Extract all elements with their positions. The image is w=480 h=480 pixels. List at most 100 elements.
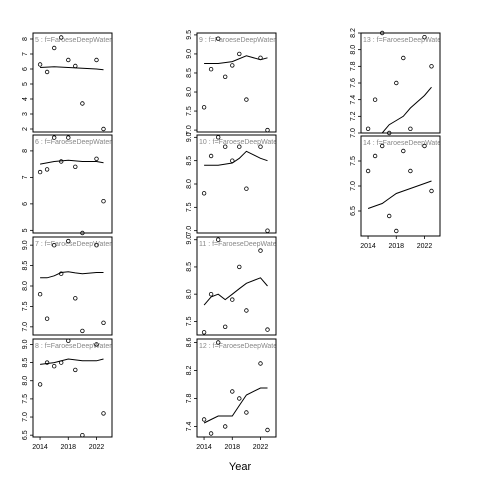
- data-point: [208, 292, 214, 297]
- panel-frame: [32, 338, 113, 438]
- data-point: [37, 292, 43, 297]
- data-point: [422, 35, 427, 40]
- data-point: [230, 158, 235, 163]
- data-point: [73, 367, 78, 373]
- data-point: [401, 148, 406, 154]
- y-tick-label: 8.2: [350, 28, 357, 38]
- data-point: [80, 433, 85, 438]
- data-point: [101, 320, 106, 325]
- data-point: [101, 126, 106, 132]
- data-point: [258, 55, 263, 60]
- data-point: [244, 410, 249, 415]
- x-tick-label: 2014: [196, 444, 212, 451]
- y-tick-label: 7.5: [350, 156, 357, 166]
- panel-frame: [360, 135, 441, 237]
- y-tick-label: 9.0: [22, 240, 29, 250]
- data-point: [265, 228, 270, 233]
- y-tick-label: 4: [22, 97, 29, 101]
- data-point: [201, 191, 207, 196]
- strip-label: 5 : f=FaroeseDeepWaterSe: [35, 37, 120, 44]
- data-point: [237, 51, 242, 57]
- y-tick-label: 8.2: [186, 366, 193, 376]
- data-point: [52, 135, 57, 140]
- data-point: [52, 364, 57, 369]
- smooth-line: [40, 271, 104, 279]
- data-point: [215, 36, 221, 41]
- data-point: [230, 389, 235, 394]
- data-point: [401, 55, 406, 61]
- y-tick-label: 8.0: [186, 179, 193, 189]
- y-tick-label: 7.8: [186, 394, 193, 404]
- data-point: [37, 62, 43, 67]
- data-point: [222, 324, 228, 329]
- data-point: [408, 168, 413, 174]
- data-point: [94, 342, 99, 347]
- data-point: [237, 264, 242, 270]
- panel-3: 7 : f=FaroeseDeepWaterSe 7.0 7.5 8.0 8.5 9.0: [22, 236, 113, 336]
- y-tick-label: 7.5: [22, 301, 29, 311]
- y-tick-label: 9.0: [186, 49, 193, 59]
- panel-frame: [32, 32, 113, 133]
- data-point: [208, 66, 214, 72]
- y-tick-label: 7.4: [350, 95, 357, 105]
- data-point: [258, 144, 263, 149]
- data-point: [222, 144, 228, 149]
- y-tick-label: 7.6: [350, 78, 357, 88]
- data-point: [59, 360, 64, 365]
- data-point: [422, 143, 427, 149]
- data-point: [387, 213, 392, 219]
- smooth-line: [204, 150, 268, 166]
- data-point: [101, 198, 106, 204]
- x-tick-label: 2018: [60, 444, 76, 451]
- y-tick-label: 8.0: [22, 376, 29, 386]
- data-point: [37, 169, 43, 175]
- data-point: [101, 411, 106, 416]
- y-tick-label: 8.5: [186, 68, 193, 78]
- data-point: [258, 248, 263, 253]
- y-tick-label: 7: [22, 52, 29, 56]
- x-tick-label: 2014: [360, 243, 376, 250]
- data-point: [365, 168, 371, 174]
- y-tick-label: 7: [22, 175, 29, 179]
- smooth-line: [204, 55, 268, 64]
- y-tick-label: 7.0: [22, 322, 29, 332]
- x-tick-label: 2014: [32, 444, 48, 451]
- y-tick-label: 9.5: [186, 30, 193, 40]
- smooth-line: [40, 66, 104, 71]
- x-tick-label: 2022: [417, 243, 433, 250]
- x-tick-label: 2018: [224, 444, 240, 451]
- strip-label: 14 : f=FaroeseDeepWaterSe: [363, 140, 452, 147]
- panel-9: 13 : f=FaroeseDeepWaterSe 7.0 7.2 7.4 7.6 7.8…: [350, 28, 441, 138]
- data-point: [66, 57, 71, 63]
- data-point: [208, 153, 214, 159]
- panel-10: 14 : f=FaroeseDeepWaterSe 6.5 7.0 7.5 2014 20…: [350, 135, 452, 250]
- panel-5: 9 : f=FaroeseDeepWaterSe 7.0 7.5 8.0 8.5 9.0 9…: [186, 30, 277, 135]
- smooth-line: [203, 277, 268, 306]
- data-point: [52, 45, 57, 51]
- strip-label: 12 : f=FaroeseDeepWaterSe: [199, 343, 288, 350]
- strip-label: 10 : f=FaroeseDeepWaterSe: [199, 139, 288, 146]
- y-tick-label: 3: [22, 112, 29, 116]
- panel-6: 10 : f=FaroeseDeepWaterSe 7.0 7.5 8.0 8.5 9.0: [186, 132, 288, 236]
- y-tick-label: 7.0: [186, 125, 193, 135]
- y-tick-label: 7.5: [186, 106, 193, 116]
- y-tick-label: 8.5: [22, 261, 29, 271]
- panel-frame: [32, 134, 113, 234]
- data-point: [66, 135, 71, 140]
- y-tick-label: 9.0: [186, 132, 193, 142]
- panel-1: 5 : f=FaroeseDeepWaterSe 2 3 4 5 6 7 8: [22, 32, 120, 133]
- data-point: [73, 63, 78, 69]
- y-tick-label: 8.5: [186, 156, 193, 166]
- data-point: [408, 126, 413, 131]
- panel-2: 6 : f=FaroeseDeepWaterSe 5 6 7 8: [22, 134, 113, 236]
- data-point: [208, 431, 214, 436]
- data-point: [94, 242, 99, 248]
- y-tick-label: 7.8: [350, 61, 357, 71]
- y-tick-label: 7.5: [22, 394, 29, 404]
- y-tick-label: 7.0: [350, 128, 357, 138]
- smooth-line: [368, 86, 432, 133]
- smooth-line: [367, 180, 432, 209]
- panel-7: 11 : f=FaroeseDeepWaterSe 7.5 8.0 8.5 9.0: [186, 235, 277, 336]
- data-point: [265, 427, 270, 433]
- data-point: [237, 144, 242, 149]
